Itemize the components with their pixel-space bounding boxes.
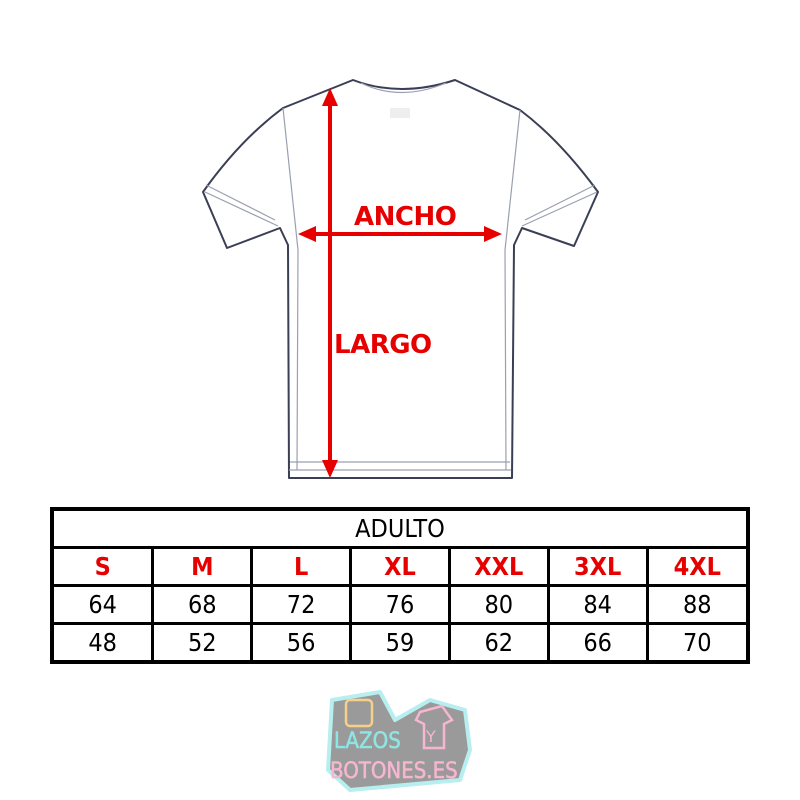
label-tag	[390, 108, 410, 118]
value-cell: 88	[645, 583, 746, 626]
length-label: LARGO	[334, 330, 432, 360]
svg-text:Y: Y	[425, 727, 436, 746]
size-table: ADULTO S M L XL XXL 3XL 4XL 64 68 72 76 …	[50, 507, 750, 664]
table-row-sizes: S M L XL XXL 3XL 4XL	[54, 545, 746, 587]
tshirt-diagram	[202, 79, 599, 479]
size-cell: XXL	[447, 545, 550, 587]
value-cell: 76	[349, 583, 451, 626]
table-row-length: 48 52 56 59 62 66 70	[54, 622, 746, 660]
value-cell: 62	[447, 622, 550, 660]
value-cell: 72	[250, 583, 353, 626]
tshirt-outline	[202, 79, 599, 479]
value-cell: 64	[54, 583, 155, 626]
size-cell: 3XL	[546, 545, 649, 587]
size-cell: M	[151, 545, 254, 587]
value-cell: 80	[447, 583, 550, 626]
width-label: ANCHO	[354, 202, 457, 232]
size-cell: L	[250, 545, 353, 587]
svg-text:BOTONES.ES: BOTONES.ES	[330, 759, 458, 784]
value-cell: 84	[546, 583, 649, 626]
size-cell: 4XL	[645, 545, 746, 587]
size-cell: S	[54, 545, 155, 587]
value-cell: 66	[546, 622, 649, 660]
value-cell: 59	[349, 622, 451, 660]
tshirt-icon	[414, 704, 454, 750]
table-row-width: 64 68 72 76 80 84 88	[54, 583, 746, 626]
value-cell: 52	[151, 622, 254, 660]
svg-text:LAZOS: LAZOS	[334, 729, 401, 754]
value-cell: 70	[645, 622, 746, 660]
size-cell: XL	[349, 545, 451, 587]
lazos-y-botones-logo: LAZOS Y BOTONES.ES	[326, 690, 472, 792]
table-title: ADULTO	[54, 511, 746, 549]
value-cell: 56	[250, 622, 353, 660]
value-cell: 68	[151, 583, 254, 626]
mug-icon	[344, 698, 374, 728]
value-cell: 48	[54, 622, 155, 660]
